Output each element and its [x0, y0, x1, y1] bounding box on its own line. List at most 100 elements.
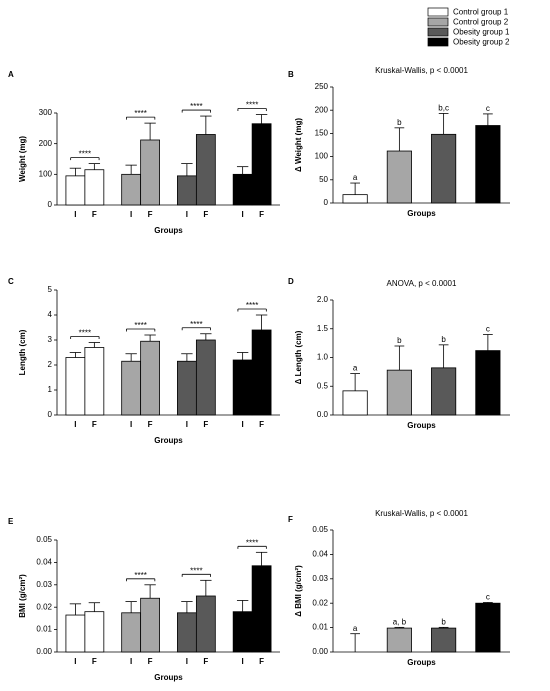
bar: [65, 614, 86, 653]
bar: [342, 194, 368, 204]
bar: [251, 565, 272, 653]
significance-label: ****: [246, 538, 258, 547]
y-axis-label: Weight (mg): [18, 136, 27, 182]
significance-letter: a: [353, 173, 358, 182]
x-tick-label: F: [259, 210, 264, 219]
x-tick-label: I: [186, 210, 188, 219]
bar: [232, 611, 253, 653]
x-tick-label: I: [74, 420, 76, 429]
significance-letter: a: [353, 364, 358, 373]
y-tick-label: 5: [48, 285, 53, 294]
y-tick-label: 50: [319, 175, 328, 184]
y-axis-label: Δ Length (cm): [294, 330, 303, 384]
x-tick-label: F: [148, 657, 153, 666]
y-tick-label: 0.03: [312, 574, 328, 583]
x-tick-label: I: [186, 420, 188, 429]
significance-label: ****: [190, 566, 202, 575]
panel-letter: B: [288, 70, 294, 79]
y-tick-label: 200: [39, 139, 53, 148]
x-tick-label: I: [130, 210, 132, 219]
x-tick-label: F: [203, 657, 208, 666]
bar: [84, 611, 105, 653]
x-axis-label: Groups: [407, 421, 436, 430]
panel-letter: D: [288, 277, 294, 286]
panel-letter: C: [8, 277, 14, 286]
bar: [84, 347, 105, 416]
y-tick-label: 0: [48, 200, 53, 209]
significance-label: ****: [246, 101, 258, 110]
bar: [121, 360, 142, 416]
legend-label: Control group 1: [453, 8, 509, 17]
y-tick-label: 250: [315, 82, 329, 91]
x-tick-label: I: [74, 210, 76, 219]
y-tick-label: 0.5: [317, 381, 329, 390]
y-tick-label: 2: [48, 360, 53, 369]
x-tick-label: F: [203, 210, 208, 219]
x-axis-label: Groups: [407, 209, 436, 218]
bar: [232, 359, 253, 416]
y-tick-label: 0.00: [36, 647, 52, 656]
significance-letter: c: [486, 104, 490, 113]
significance-letter: b: [441, 335, 446, 344]
bar: [386, 150, 412, 204]
significance-label: ****: [79, 329, 91, 338]
y-tick-label: 100: [39, 169, 53, 178]
bar: [177, 175, 197, 206]
y-axis-label: Length (cm): [18, 329, 27, 375]
y-tick-label: 0.02: [36, 602, 52, 611]
bar: [84, 169, 105, 206]
y-axis-label: Δ Weight (mg): [294, 118, 303, 172]
x-tick-label: F: [92, 210, 97, 219]
significance-label: ****: [190, 320, 202, 329]
legend-label: Obesity group 2: [453, 38, 510, 47]
legend-label: Obesity group 1: [453, 28, 510, 37]
panel-letter: F: [288, 515, 293, 524]
significance-letter: c: [486, 593, 490, 602]
chart-title: Kruskal-Wallis, p < 0.0001: [375, 66, 468, 75]
legend-swatch: [427, 17, 449, 27]
y-tick-label: 1: [48, 385, 53, 394]
legend-swatch: [427, 7, 449, 17]
y-tick-label: 4: [48, 310, 53, 319]
y-tick-label: 3: [48, 335, 53, 344]
bar: [195, 134, 216, 206]
y-tick-label: 0: [48, 410, 53, 419]
bar: [251, 329, 272, 416]
bar: [431, 367, 457, 416]
bar: [140, 340, 160, 416]
bar: [475, 350, 501, 416]
y-axis-label: BMI (g/cm²): [18, 574, 27, 618]
x-tick-label: F: [259, 657, 264, 666]
bar: [475, 125, 501, 204]
y-tick-label: 0.01: [36, 625, 52, 634]
bar: [177, 360, 197, 416]
legend-swatch: [427, 27, 449, 37]
bar: [195, 595, 216, 653]
y-tick-label: 0.0: [317, 410, 329, 419]
bar: [475, 602, 501, 653]
significance-letter: b: [397, 336, 402, 345]
bar: [386, 627, 412, 653]
bar: [251, 123, 272, 206]
x-tick-label: I: [242, 420, 244, 429]
y-tick-label: 1.0: [317, 353, 329, 362]
significance-label: ****: [79, 150, 91, 159]
x-tick-label: F: [92, 420, 97, 429]
significance-letter: a, b: [393, 617, 407, 626]
bar: [121, 612, 142, 653]
y-tick-label: 100: [315, 152, 329, 161]
x-axis-label: Groups: [154, 673, 183, 682]
significance-label: ****: [134, 109, 146, 118]
bar: [431, 133, 457, 204]
x-tick-label: F: [203, 420, 208, 429]
x-tick-label: I: [74, 657, 76, 666]
y-tick-label: 2.0: [317, 295, 329, 304]
significance-label: ****: [246, 301, 258, 310]
x-tick-label: F: [148, 210, 153, 219]
y-tick-label: 200: [315, 105, 329, 114]
x-axis-label: Groups: [154, 436, 183, 445]
significance-letter: b,c: [438, 104, 449, 113]
bar: [342, 390, 368, 416]
chart-title: ANOVA, p < 0.0001: [387, 279, 457, 288]
